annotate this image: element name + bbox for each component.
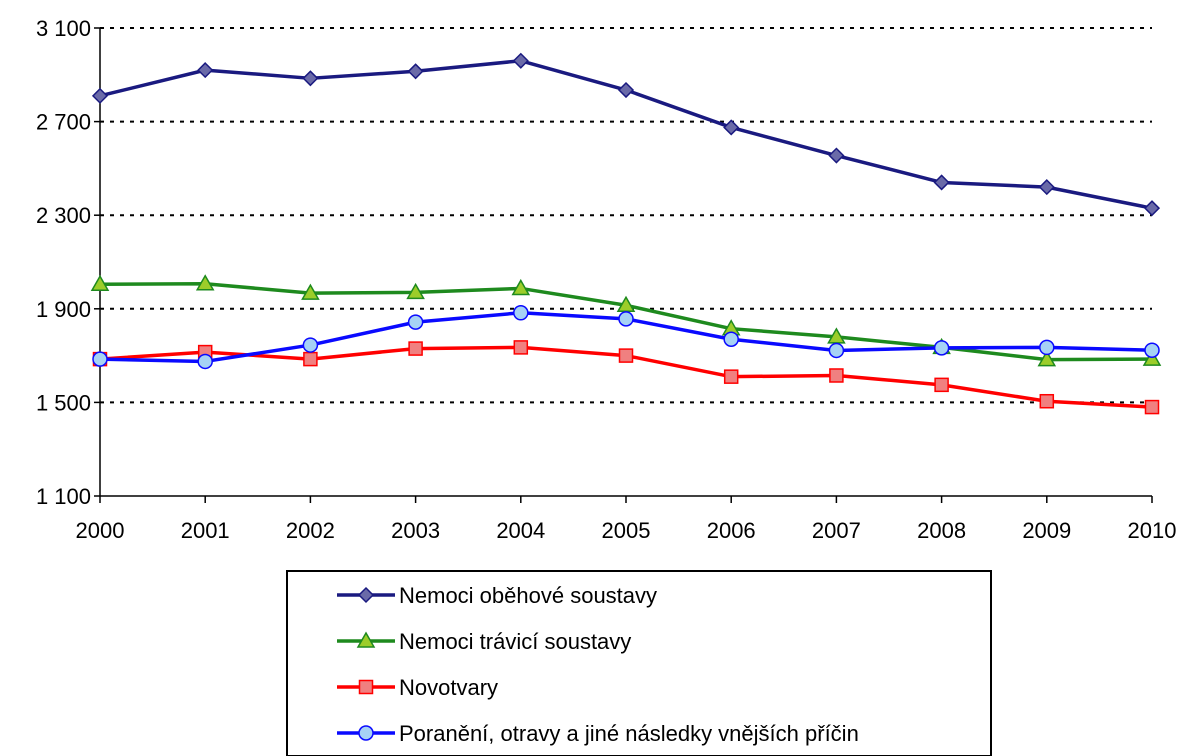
legend-marker [358, 725, 374, 741]
data-point [828, 147, 845, 164]
x-tick-label: 2004 [496, 518, 545, 543]
data-point [723, 369, 739, 384]
legend-marker [357, 586, 375, 604]
data-point [1142, 349, 1162, 366]
y-tick-label: 1 100 [36, 484, 91, 509]
data-point [195, 274, 215, 291]
data-point [1144, 399, 1160, 415]
x-tick-label: 2009 [1022, 518, 1071, 543]
data-point [303, 351, 318, 367]
data-point [407, 314, 424, 330]
legend-label: Nemoci trávicí soustavy [399, 629, 631, 654]
axes: 1 100 1 500 1 900 2 300 2 700 3 100 2000 2001 20… [36, 16, 1177, 543]
x-tick-label: 2006 [707, 518, 756, 543]
legend-label: Nemoci oběhové soustavy [399, 583, 657, 608]
data-point [1039, 393, 1055, 409]
legend-label: Poranění, otravy a jiné následky vnějšíc… [399, 721, 859, 746]
data-point [513, 340, 529, 355]
data-point [301, 283, 320, 300]
legend-box [286, 570, 992, 756]
series-group [90, 52, 1162, 415]
data-point [723, 119, 740, 136]
x-tick-label: 2005 [602, 518, 651, 543]
legend-marker [356, 631, 376, 648]
data-point [91, 87, 109, 104]
series-4 [92, 305, 1160, 370]
data-point [617, 81, 635, 99]
data-point [197, 62, 214, 79]
data-point [1037, 350, 1057, 367]
data-point [933, 340, 950, 356]
data-point [90, 274, 110, 291]
y-tick-label: 2 300 [36, 203, 91, 228]
y-tick-label: 1 900 [36, 297, 91, 322]
x-tick-label: 2002 [286, 518, 335, 543]
data-point [302, 70, 319, 87]
series-1 [91, 52, 1161, 217]
data-point [512, 52, 529, 69]
x-tick-label: 2001 [181, 518, 230, 543]
x-tick-label: 2000 [76, 518, 125, 543]
legend-entry: Poranění, otravy a jiné následky vnějšíc… [337, 721, 859, 746]
data-point [933, 174, 950, 191]
data-point [1038, 179, 1055, 196]
data-point [934, 377, 949, 393]
y-tick-label: 2 700 [36, 110, 91, 135]
legend: Nemoci oběhové soustavy Nemoci trávicí so… [286, 570, 992, 756]
data-point [197, 353, 213, 370]
data-point [1143, 200, 1161, 217]
legend-entry: Novotvary [337, 675, 498, 700]
data-point [511, 278, 531, 296]
data-point [513, 305, 529, 321]
data-point [829, 368, 844, 383]
data-point [92, 351, 108, 367]
data-point [302, 337, 319, 353]
data-point [408, 341, 423, 356]
data-point [723, 331, 739, 347]
y-tick-label: 1 500 [36, 390, 91, 415]
data-point [618, 348, 634, 363]
series-3 [92, 340, 1160, 415]
data-point [407, 63, 424, 80]
y-tick-label: 3 100 [36, 16, 91, 41]
data-point [1039, 339, 1055, 356]
x-tick-label: 2008 [917, 518, 966, 543]
legend-entry: Nemoci trávicí soustavy [337, 629, 631, 654]
x-tick-label: 2003 [391, 518, 440, 543]
legend-label: Novotvary [399, 675, 498, 700]
data-point [618, 311, 634, 327]
x-tick-label: 2010 [1128, 518, 1177, 543]
data-point [406, 282, 425, 300]
legend-entry: Nemoci oběhové soustavy [337, 583, 657, 608]
data-point [828, 342, 845, 359]
data-point [1144, 342, 1160, 358]
x-tick-label: 2007 [812, 518, 861, 543]
legend-marker [358, 679, 374, 695]
